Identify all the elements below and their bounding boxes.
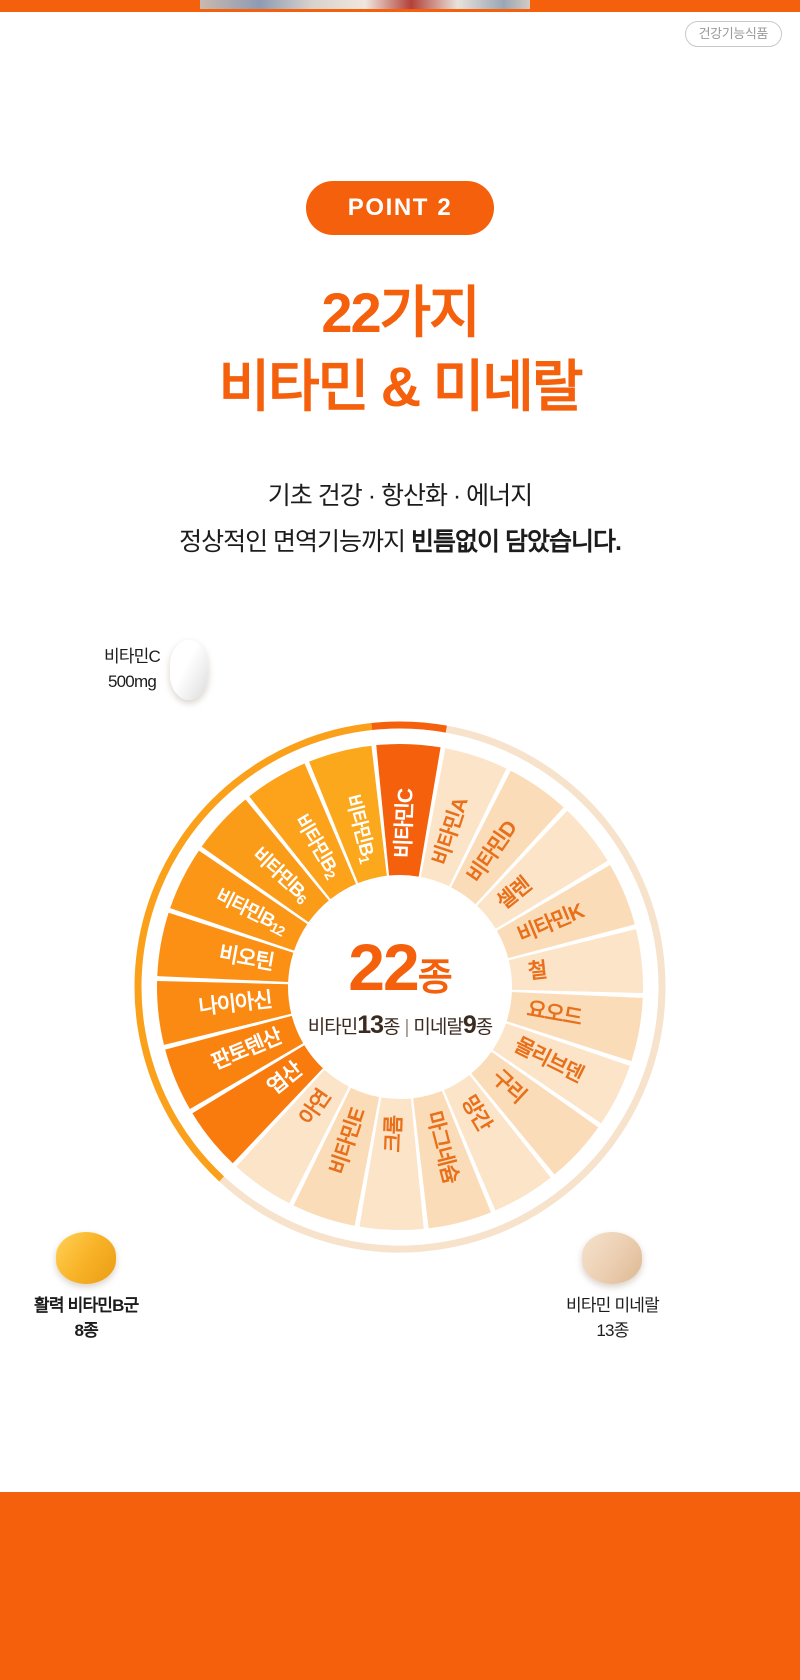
donut-segment-label: 비타민C <box>392 788 417 859</box>
beige-tablet-icon <box>582 1232 643 1284</box>
subheadline-line-1: 기초 건강 · 항산화 · 에너지 <box>267 482 533 510</box>
callout-vitamin-c-line2: 500mg <box>108 672 157 691</box>
donut-segment[interactable] <box>249 763 357 900</box>
callout-vitamin-mineral-line1: 비타민 미네랄 <box>566 1296 660 1315</box>
donut-segment[interactable] <box>359 1097 424 1230</box>
donut-segment-label: 크롬 <box>382 1115 406 1153</box>
callout-vitamin-mineral: 비타민 미네랄 13종 <box>566 1232 660 1343</box>
bottom-white-gap <box>0 1478 800 1492</box>
subheadline: 기초 건강 · 항산화 · 에너지 정상적인 면역기능까지 빈틈없이 담았습니다… <box>0 473 800 566</box>
donut-chart-svg: 비타민C 비타민A비타민D셀렌비타민K철요오드몰리브덴구리망간마그네슘크롬비타민E… <box>134 721 666 1253</box>
donut-segment[interactable] <box>492 1023 630 1124</box>
subheadline-line-2: 정상적인 면역기능까지 빈틈없이 담았습니다. <box>0 519 800 565</box>
donut-segment[interactable] <box>201 799 329 923</box>
callout-vitamin-c: 비타민C 500mg <box>104 640 208 700</box>
callout-vitamin-c-line1: 비타민C <box>104 647 161 667</box>
vitamin-mineral-wheel-area: 비타민C 500mg 활력 비타민B군 8종 비타민 미네랄 13종 비타민C 비… <box>0 636 800 1396</box>
donut-segment[interactable] <box>157 980 292 1045</box>
donut-segment[interactable] <box>496 864 635 959</box>
donut-hub <box>292 879 508 1095</box>
outer-indicator-arcs <box>134 721 666 1253</box>
previous-section-photo-remnant <box>200 0 530 9</box>
headline-line-2: 비타민 & 미네랄 <box>218 355 584 419</box>
health-functional-food-badge: 건강기능식품 <box>684 21 782 47</box>
donut-segment[interactable] <box>236 1069 349 1204</box>
callout-vitamin-b-line2: 8종 <box>74 1320 98 1340</box>
headline-line-1: 22가지 <box>321 281 480 344</box>
yellow-tablet-icon <box>56 1232 117 1284</box>
donut-segment[interactable] <box>506 992 643 1062</box>
callout-vitamin-b-group: 활력 비타민B군 8종 <box>34 1232 139 1343</box>
outer-arc-vitamin-b-group <box>134 723 373 1182</box>
bottom-orange-band <box>0 1492 800 1680</box>
outer-arc-vitamin-c <box>371 721 447 733</box>
donut-segment[interactable] <box>293 1087 380 1226</box>
donut-chart: 비타민C 비타민A 비타민D 셀렌 비타민K 철 요오드 몰리브덴 구리 망간 마그네슘 크롬 비타민E… <box>115 702 685 1272</box>
outer-arc-mineral-group <box>219 725 666 1253</box>
donut-segment[interactable] <box>413 1090 491 1229</box>
donut-segment[interactable] <box>508 929 643 994</box>
donut-segment[interactable] <box>309 745 387 884</box>
donut-segments <box>157 744 643 1230</box>
donut-segment[interactable] <box>157 912 294 982</box>
donut-segment[interactable] <box>170 850 308 951</box>
donut-segment[interactable] <box>443 1074 551 1211</box>
donut-segment[interactable] <box>192 1045 323 1164</box>
subheadline-line-2-bold: 빈틈없이 담았습니다. <box>411 528 622 557</box>
callout-vitamin-b-line1: 활력 비타민B군 <box>34 1296 139 1315</box>
point-label-pill: POINT 2 <box>306 181 494 235</box>
donut-segment[interactable] <box>420 748 507 887</box>
white-capsule-icon <box>170 640 208 700</box>
donut-segment[interactable] <box>451 770 564 905</box>
donut-segment[interactable] <box>477 810 608 929</box>
page-title: 22가지 비타민 & 미네랄 <box>0 276 800 425</box>
donut-segment[interactable] <box>471 1051 599 1175</box>
donut-segment[interactable] <box>376 744 441 877</box>
donut-segment[interactable] <box>165 1015 304 1110</box>
donut-segment-label: 철 <box>527 959 548 984</box>
subheadline-line-2-normal: 정상적인 면역기능까지 <box>179 528 411 557</box>
previous-section-orange-strip <box>0 0 800 12</box>
callout-vitamin-mineral-line2: 13종 <box>596 1320 629 1340</box>
